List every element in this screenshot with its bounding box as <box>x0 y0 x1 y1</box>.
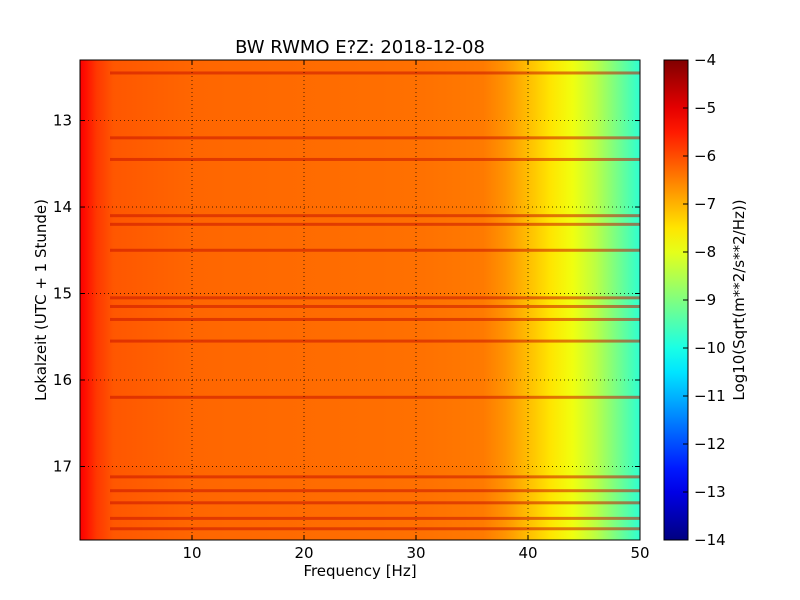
time-band-10 <box>110 395 640 399</box>
time-band-2 <box>110 157 640 161</box>
y-tick-label: 13 <box>53 112 72 130</box>
colorbar-tick-label: −6 <box>694 147 716 165</box>
colorbar-tick-label: −10 <box>694 339 726 357</box>
time-band-11 <box>110 475 640 479</box>
x-tick-label: 20 <box>294 544 313 562</box>
colorbar-tick-label: −14 <box>694 531 726 549</box>
colorbar-tick-label: −8 <box>694 243 716 261</box>
colorbar-tick-label: −11 <box>694 387 726 405</box>
x-tick-label: 50 <box>630 544 649 562</box>
x-tick-label: 10 <box>182 544 201 562</box>
y-tick-label: 15 <box>53 285 72 303</box>
time-band-8 <box>110 317 640 321</box>
x-tick-label: 30 <box>406 544 425 562</box>
colorbar-tick-label: −5 <box>694 99 716 117</box>
colorbar-tick-label: −9 <box>694 291 716 309</box>
time-band-14 <box>110 516 640 520</box>
spectrogram-background <box>80 60 640 540</box>
colorbar-tick-label: −13 <box>694 483 726 501</box>
y-tick-label: 16 <box>53 371 72 389</box>
time-band-12 <box>110 489 640 493</box>
grid-lines <box>80 60 640 540</box>
time-band-9 <box>110 339 640 343</box>
colorbar-tick-label: −7 <box>694 195 716 213</box>
y-axis-label: Lokalzeit (UTC + 1 Stunde) <box>32 199 50 401</box>
colorbar-tick-label: −12 <box>694 435 726 453</box>
plot-frame <box>79 59 641 541</box>
chart-title: BW RWMO E?Z: 2018-12-08 <box>235 37 485 58</box>
colorbar: −4 −5 −6 −7 −8 −9 −10 −11 −12 −13 −14 <box>663 51 726 549</box>
colorbar-ticks: −4 −5 −6 −7 −8 −9 −10 −11 −12 −13 −14 <box>683 51 726 549</box>
time-band-1 <box>110 136 640 140</box>
y-tick-label: 17 <box>53 457 72 475</box>
y-axis-ticks: 13 14 15 16 17 <box>53 112 640 475</box>
time-band-7 <box>110 304 640 308</box>
time-band-15 <box>110 527 640 531</box>
time-band-5 <box>110 248 640 252</box>
time-band-4 <box>110 222 640 226</box>
time-band-6 <box>110 296 640 300</box>
time-bands <box>110 71 640 531</box>
x-axis-label: Frequency [Hz] <box>303 562 416 580</box>
time-band-13 <box>110 501 640 505</box>
colorbar-label: Log10(Sqrt(m**2/s**2/Hz)) <box>730 199 748 400</box>
time-band-0 <box>110 71 640 75</box>
time-band-3 <box>110 214 640 218</box>
x-axis-ticks: 10 20 30 40 50 <box>182 60 650 562</box>
colorbar-tick-label: −4 <box>694 51 716 69</box>
plot-area: 10 20 30 40 50 13 14 15 16 17 <box>53 59 650 562</box>
y-tick-label: 14 <box>53 198 72 216</box>
x-tick-label: 40 <box>518 544 537 562</box>
